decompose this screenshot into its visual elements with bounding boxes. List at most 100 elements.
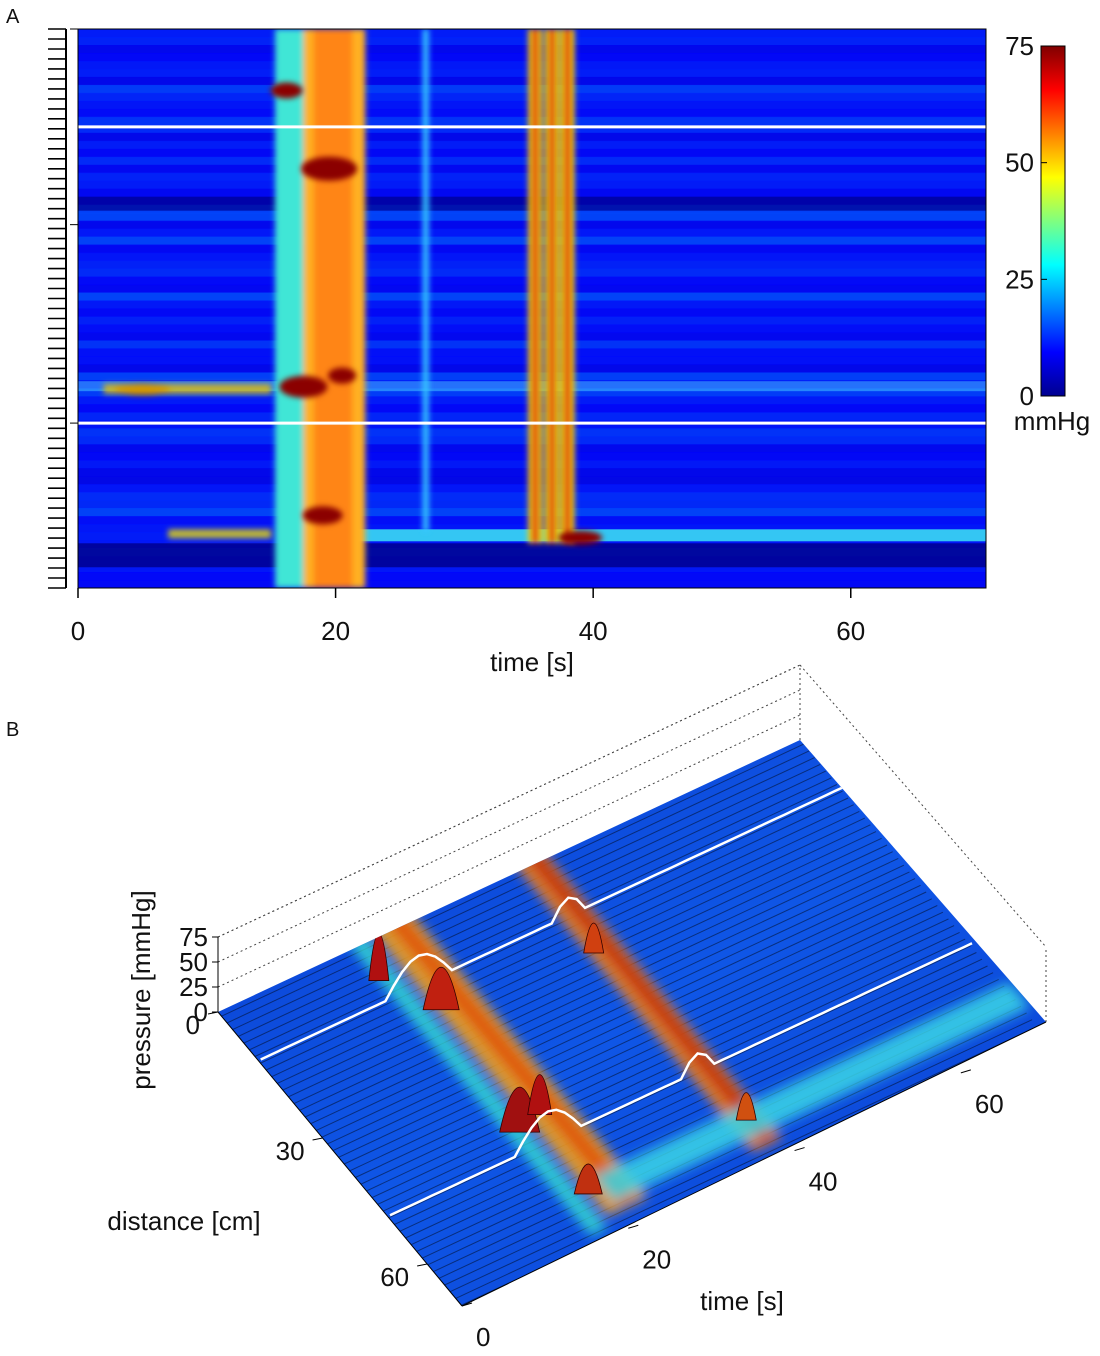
- time-axis-line: [461, 1021, 1047, 1307]
- contour-line: [388, 945, 972, 1219]
- contour-line: [282, 817, 866, 1091]
- box-grid: [217, 664, 801, 938]
- distance-axis-line: [217, 1011, 463, 1307]
- event-band: [313, 29, 353, 588]
- contour-line: [304, 844, 888, 1118]
- contour-line: [327, 871, 910, 1145]
- distance-tick: [312, 1137, 323, 1141]
- ylabel-b: distance [cm]: [107, 1206, 260, 1236]
- contour-line: [299, 837, 882, 1111]
- xlabel-a: time [s]: [490, 647, 574, 677]
- colorbar-ticks: 0 25 50 75: [1005, 31, 1047, 411]
- distance-axis: 0 30 60: [186, 1010, 463, 1307]
- hotspot: [168, 529, 272, 539]
- surface-ridge: [593, 982, 1031, 1202]
- contour-line: [394, 952, 977, 1225]
- contour-line: [254, 784, 838, 1057]
- contour-line: [366, 918, 949, 1192]
- panel-label-a: A: [6, 6, 20, 28]
- time-tick-label: 60: [975, 1089, 1004, 1119]
- contour-line: [449, 1019, 1033, 1293]
- event-line: [564, 29, 571, 544]
- distance-tick: [207, 1011, 219, 1015]
- surface-peak: [499, 1086, 541, 1133]
- heatmap-area: [78, 29, 986, 588]
- distance-tick-label: 30: [276, 1136, 305, 1166]
- contour-line: [410, 972, 994, 1246]
- z-tick-label: 75: [179, 922, 208, 952]
- contour-line: [316, 857, 899, 1131]
- hotspot: [328, 367, 357, 384]
- heatmap-row: [78, 580, 986, 588]
- colorbar-tick-label: 50: [1005, 148, 1034, 178]
- surface-floor: [218, 740, 1046, 1306]
- hotspot: [103, 383, 272, 394]
- contour-line: [288, 824, 871, 1098]
- time-axis-a: 0 20 40 60: [71, 587, 986, 646]
- contour-line: [249, 777, 832, 1051]
- heatmap-row: [335, 529, 986, 542]
- contour-line: [226, 750, 810, 1024]
- surface-box: [217, 664, 1047, 1022]
- surface-peak: [735, 1092, 757, 1121]
- contour-line: [265, 797, 849, 1071]
- box-grid: [217, 689, 801, 963]
- distance-tick-label: 0: [186, 1010, 200, 1040]
- surface-peak: [422, 966, 460, 1011]
- contour-line: [399, 958, 983, 1232]
- contour-line: [382, 938, 966, 1212]
- colorbar-tick-label: 25: [1005, 264, 1034, 294]
- surface-ridge: [346, 934, 608, 1236]
- boundary-line: [260, 786, 844, 1061]
- distance-tick: [417, 1263, 428, 1267]
- colorbar-unit: mmHg: [1014, 406, 1091, 436]
- hotspot: [279, 375, 328, 398]
- time-tick: [628, 1224, 639, 1229]
- event-band: [275, 29, 304, 588]
- boundary-line: [389, 942, 973, 1217]
- event-line: [548, 29, 555, 544]
- heatmap-row: [78, 543, 986, 568]
- contour-line: [321, 864, 905, 1138]
- z-tick-label: 0: [194, 997, 208, 1027]
- x-tick-label: 0: [71, 616, 85, 646]
- box-grid: [217, 714, 801, 988]
- contour-line: [377, 931, 960, 1205]
- contour-line: [416, 978, 999, 1252]
- x-tick-label: 40: [579, 616, 608, 646]
- z-tick-label: 50: [179, 947, 208, 977]
- heatmap-row: [78, 564, 986, 573]
- time-tick: [960, 1069, 972, 1074]
- distance-tick-label: 60: [380, 1262, 409, 1292]
- time-tick-label: 20: [642, 1244, 671, 1274]
- contour-line: [343, 891, 927, 1165]
- surface-peak: [583, 922, 605, 954]
- time-tick-label: 0: [476, 1322, 490, 1352]
- hotspot: [270, 82, 303, 99]
- time-tick: [461, 1302, 473, 1307]
- contour-line: [455, 1025, 1038, 1299]
- contour-line: [271, 804, 854, 1078]
- hotspot: [302, 506, 343, 525]
- event-line: [422, 29, 429, 533]
- contour-line: [332, 878, 916, 1152]
- contour-line: [371, 925, 955, 1199]
- hotspot: [558, 530, 603, 545]
- contour-line: [355, 905, 938, 1178]
- time-tick-label: 40: [809, 1167, 838, 1197]
- surface-peak: [573, 1163, 603, 1195]
- contour-line: [221, 743, 804, 1017]
- contour-line: [232, 757, 815, 1031]
- time-tick: [794, 1147, 805, 1152]
- contour-line: [293, 831, 877, 1105]
- time-axis-b: 0 20 40 60: [461, 1021, 1047, 1352]
- contour-line: [444, 1012, 1027, 1286]
- contour-line: [243, 770, 827, 1044]
- x-tick-label: 20: [321, 616, 350, 646]
- x-tick-label: 60: [836, 616, 865, 646]
- heatmap-row: [78, 572, 986, 581]
- contour-line: [237, 763, 821, 1037]
- colorbar-tick-label: 0: [1020, 381, 1034, 411]
